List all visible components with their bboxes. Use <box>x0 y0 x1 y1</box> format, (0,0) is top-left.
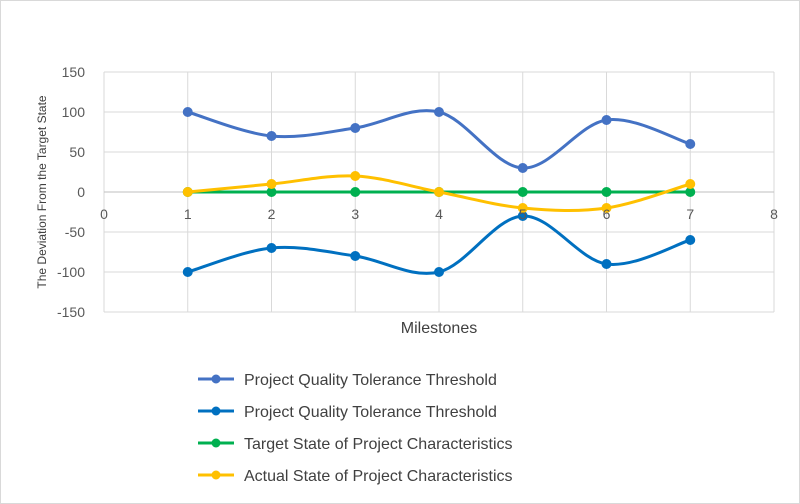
data-point <box>434 267 444 277</box>
data-point <box>685 139 696 149</box>
y-tick-label: 0 <box>77 184 85 200</box>
data-point <box>182 267 193 277</box>
legend-label: Project Quality Tolerance Threshold <box>244 372 497 389</box>
y-tick-label: -100 <box>57 264 85 280</box>
data-point <box>266 179 277 189</box>
x-tick-label: 2 <box>268 206 276 222</box>
legend-label: Target State of Project Characteristics <box>244 436 513 453</box>
series-4 <box>182 171 696 213</box>
x-tick-label: 1 <box>184 206 192 222</box>
legend-marker <box>211 374 221 384</box>
data-point <box>517 187 528 197</box>
legend-item: Actual State of Project Characteristics <box>198 468 513 485</box>
data-point <box>601 187 612 197</box>
data-point <box>517 203 528 213</box>
tick-labels: 150 100 50 0 -50 -100 -150 0 1 2 3 4 5 6 7 8 <box>57 64 778 320</box>
series-2 <box>182 211 696 277</box>
data-point <box>350 187 361 197</box>
data-point <box>266 243 277 253</box>
data-point <box>434 187 444 197</box>
legend-marker <box>211 406 221 416</box>
data-point <box>182 107 193 117</box>
data-point <box>182 187 193 197</box>
data-point <box>434 107 444 117</box>
data-point <box>266 131 277 141</box>
data-point <box>685 179 696 189</box>
y-axis-title: The Deviation From the Target State <box>35 95 49 289</box>
legend-marker <box>211 470 221 480</box>
legend-label: Actual State of Project Characteristics <box>244 468 513 485</box>
data-point <box>601 259 612 269</box>
data-point <box>517 163 528 173</box>
series-1 <box>182 107 696 173</box>
legend: Project Quality Tolerance Threshold Proje… <box>198 372 513 485</box>
x-axis-title: Milestones <box>401 320 477 337</box>
y-tick-label: -150 <box>57 304 85 320</box>
y-tick-label: 100 <box>62 104 86 120</box>
x-tick-label: 6 <box>603 206 611 222</box>
series-lines <box>182 107 696 277</box>
y-tick-label: -50 <box>65 224 85 240</box>
x-tick-label: 8 <box>770 206 778 222</box>
x-tick-label: 3 <box>351 206 359 222</box>
data-point <box>350 171 361 181</box>
x-tick-label: 5 <box>519 206 527 222</box>
x-tick-label: 7 <box>686 206 694 222</box>
data-point <box>601 203 612 213</box>
legend-item: Target State of Project Characteristics <box>198 436 513 453</box>
legend-marker <box>211 438 221 448</box>
legend-label: Project Quality Tolerance Threshold <box>244 404 497 421</box>
y-tick-label: 150 <box>62 64 86 80</box>
x-tick-label: 4 <box>435 206 443 222</box>
x-tick-label: 0 <box>100 206 108 222</box>
y-tick-label: 50 <box>69 144 85 160</box>
legend-item: Project Quality Tolerance Threshold <box>198 372 497 389</box>
data-point <box>350 251 361 261</box>
data-point <box>685 235 696 245</box>
data-point <box>350 123 361 133</box>
data-point <box>601 115 612 125</box>
legend-item: Project Quality Tolerance Threshold <box>198 404 497 421</box>
